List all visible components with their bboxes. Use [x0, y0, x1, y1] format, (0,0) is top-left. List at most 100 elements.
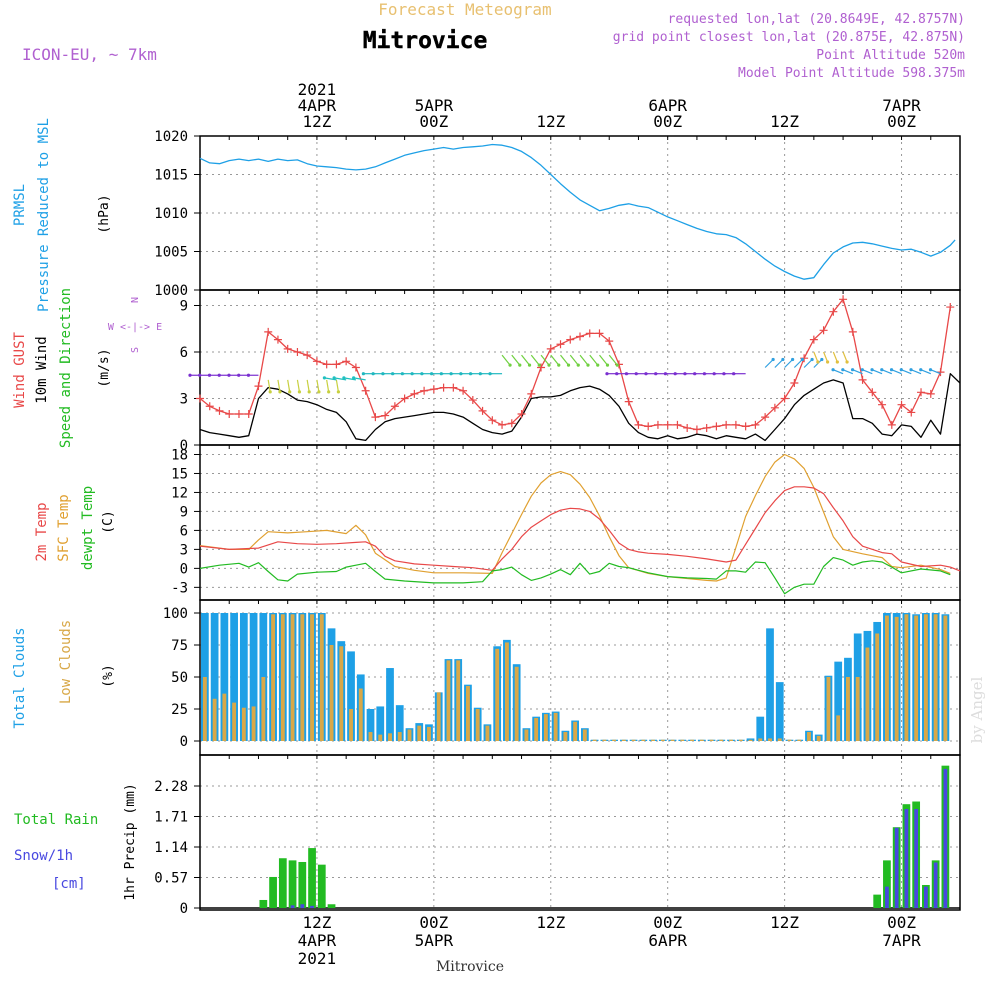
y-tick-label: 18 [171, 447, 188, 463]
low-clouds-bar [612, 739, 617, 741]
wind-gust-marker [342, 357, 351, 366]
wind-gust-marker [926, 389, 935, 398]
y-tick-label: -3 [171, 580, 188, 596]
time-label-top: 12Z [536, 112, 565, 131]
wind-gust-marker [400, 394, 409, 403]
wind-direction-arrow-head [605, 372, 609, 376]
total-clouds-bar [834, 661, 843, 741]
wind-direction-arrow [608, 354, 618, 366]
low-clouds-bar [241, 707, 246, 741]
sfc-temp-label: SFC Temp [56, 494, 72, 561]
dewpt-label: dewpt Temp [80, 486, 96, 570]
low-clouds-bar [846, 677, 850, 741]
y-tick-label: 9 [180, 299, 188, 315]
wind-gust-marker [634, 420, 643, 429]
wind-direction-arrow [326, 379, 330, 392]
low-clouds-bar [826, 677, 831, 741]
y-tick-label: 15 [171, 466, 188, 482]
low-clouds-bar [495, 648, 500, 741]
wind-direction-arrow-head [327, 390, 331, 394]
wind-direction-arrow-head [835, 360, 839, 364]
low-clouds-bar [768, 738, 772, 741]
wind-direction-arrow-head [850, 368, 855, 372]
wind-gust-marker [878, 400, 887, 409]
low-clouds-bar [466, 685, 470, 741]
low-clouds-bar [670, 739, 675, 741]
wind-direction-arrow-head [449, 372, 453, 376]
wind-direction-arrow-head [198, 373, 202, 377]
wind-gust-marker [673, 420, 682, 429]
low-clouds-bar [573, 721, 578, 741]
y-tick-label: 0 [180, 438, 188, 454]
low-clouds-bar [894, 616, 899, 741]
wind-direction-arrow-head [307, 390, 311, 394]
total-clouds-bar [756, 716, 765, 741]
wind-gust-marker [712, 422, 721, 431]
wind-direction-arrow-head [693, 372, 697, 376]
wind-gust-marker [420, 386, 429, 395]
wind-gust-marker [624, 397, 633, 406]
low-clouds-bar [660, 739, 665, 741]
time-label-top: 5APR [415, 96, 454, 115]
low-clouds-bar [923, 614, 928, 741]
time-label-bottom: 6APR [648, 931, 687, 950]
wind-gust-marker [858, 375, 867, 384]
wind-direction-arrow-head [586, 363, 590, 367]
low-clouds-bar [427, 726, 431, 741]
wind-direction-arrow-head [391, 372, 395, 376]
wind-direction-arrow-head [439, 372, 443, 376]
y-tick-label: 12 [171, 485, 188, 501]
wind-direction-arrow [501, 354, 511, 366]
time-label-top: 00Z [419, 112, 448, 131]
y-tick-label: 9 [180, 504, 188, 520]
wind-gust-marker [546, 344, 555, 353]
wind-direction-arrow [784, 359, 794, 368]
wind-gust-marker [234, 410, 243, 418]
wind-direction-arrow [335, 379, 340, 392]
wind-direction-arrow-head [825, 360, 830, 364]
total-clouds-label: Total Clouds [12, 627, 28, 728]
wind-direction-arrow-head [928, 368, 933, 372]
wind-direction-arrow-head [527, 363, 532, 367]
grid-point-coords: grid point closest lon,lat (20.875E, 42.… [613, 30, 965, 45]
time-label-top: 2021 [298, 80, 337, 99]
wind-direction-arrow [832, 369, 844, 375]
wind-direction-arrow [569, 354, 579, 366]
wind-gust-marker [566, 335, 575, 344]
low-clouds-bar [271, 614, 276, 741]
wind-direction-arrow-head [889, 368, 894, 372]
wind-gust-marker [702, 423, 711, 432]
wind-direction-arrow [287, 379, 291, 392]
rain-bar [308, 848, 316, 908]
total-clouds-bar [220, 613, 229, 741]
wind-direction-arrow [334, 377, 347, 381]
wind-direction-arrow-head [605, 363, 610, 367]
low-clouds-bar [729, 739, 733, 741]
wind-direction-arrow-head [420, 372, 424, 376]
low-clouds-bar [349, 709, 353, 741]
snow-bar [904, 809, 909, 908]
wind-direction-arrow-head [400, 372, 404, 376]
low-clouds-bar [914, 615, 919, 741]
time-label-top: 7APR [882, 96, 921, 115]
time-label-bottom: 7APR [882, 931, 921, 950]
wind-direction-arrow-head [860, 368, 864, 372]
total-clouds-bar [395, 705, 404, 741]
time-label-top: 00Z [653, 112, 682, 131]
snow-bar [924, 886, 928, 908]
prmsl-label: PRMSL [12, 184, 28, 226]
wind-gust-marker [381, 411, 390, 420]
wind-direction-arrow-head [297, 390, 302, 394]
model-label: ICON-EU, ~ 7km [22, 45, 157, 64]
wind-gust-marker [790, 379, 799, 387]
snow-label: Snow/1h [14, 848, 73, 864]
low-clouds-bar [251, 706, 256, 741]
wind-gust-marker [907, 408, 916, 417]
low-clouds-bar [690, 739, 694, 741]
wind-gust-marker [478, 406, 487, 415]
low-clouds-bar [212, 698, 217, 741]
dewpt-line [199, 557, 951, 595]
wind-gust-marker [537, 363, 546, 372]
wind-direction-arrow [793, 359, 803, 368]
wind-gust-line [199, 298, 951, 431]
